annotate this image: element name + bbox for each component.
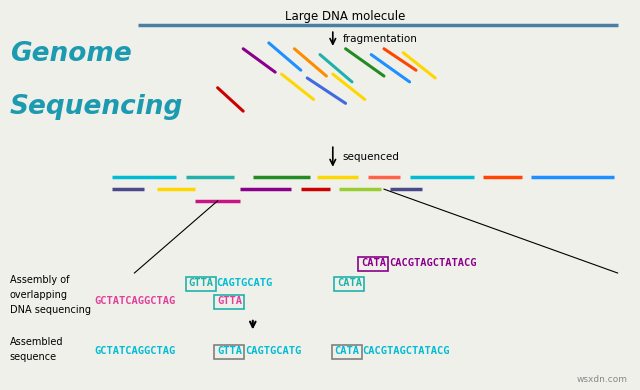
Text: CACGTAGCTATACG: CACGTAGCTATACG [362,346,450,356]
Text: wsxdn.com: wsxdn.com [576,375,627,384]
Text: GCTATCAGGCTAG: GCTATCAGGCTAG [95,296,176,306]
Text: sequenced: sequenced [342,152,399,162]
Text: CACGTAGCTATACG: CACGTAGCTATACG [389,258,477,268]
Text: CATA: CATA [335,346,360,356]
Text: GTTA: GTTA [218,346,243,356]
Text: Genome: Genome [10,41,131,67]
Text: CAGTGCATG: CAGTGCATG [216,278,273,288]
Text: Large DNA molecule: Large DNA molecule [285,10,406,23]
Text: CATA: CATA [362,258,387,268]
Text: Assembly of
overlapping
DNA sequencing: Assembly of overlapping DNA sequencing [10,275,91,315]
Text: Assembled
sequence: Assembled sequence [10,337,63,362]
Text: GTTA: GTTA [189,278,214,288]
Text: GCTATCAGGCTAG: GCTATCAGGCTAG [95,346,176,356]
Text: Sequencing: Sequencing [10,94,183,120]
Text: CATA: CATA [337,278,362,288]
Text: CAGTGCATG: CAGTGCATG [245,346,301,356]
Text: GTTA: GTTA [218,296,243,306]
Text: fragmentation: fragmentation [342,34,417,44]
